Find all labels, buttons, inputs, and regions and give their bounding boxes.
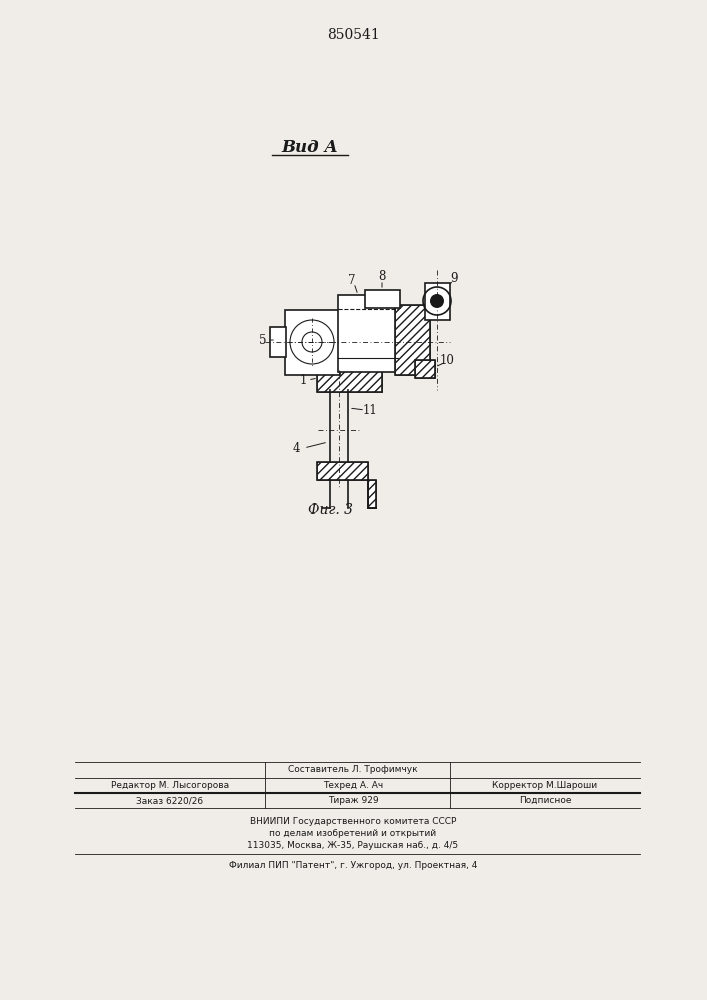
Bar	[270, 327, 286, 357]
Text: 9: 9	[450, 271, 457, 284]
Bar	[338, 295, 398, 372]
Text: Вид А: Вид А	[281, 139, 339, 156]
Text: Редактор М. Лысогорова: Редактор М. Лысогорова	[111, 781, 229, 790]
Bar	[317, 462, 368, 480]
Text: 5: 5	[259, 334, 267, 347]
Bar	[285, 310, 340, 375]
Text: ВНИИПИ Государственного комитета СССР: ВНИИПИ Государственного комитета СССР	[250, 816, 456, 826]
Text: Составитель Л. Трофимчук: Составитель Л. Трофимчук	[288, 766, 418, 774]
Text: Заказ 6220/26: Заказ 6220/26	[136, 796, 204, 805]
Text: по делам изобретений и открытий: по делам изобретений и открытий	[269, 828, 436, 838]
Text: Фиг. 3: Фиг. 3	[308, 503, 353, 517]
Text: Подписное: Подписное	[519, 796, 571, 805]
Bar	[317, 370, 382, 392]
Bar	[415, 360, 435, 378]
Bar	[395, 305, 430, 375]
Text: 11: 11	[363, 403, 378, 416]
Bar	[425, 283, 450, 320]
Text: Корректор М.Шароши: Корректор М.Шароши	[493, 781, 597, 790]
Bar	[317, 370, 382, 392]
Bar	[395, 305, 430, 375]
Bar	[368, 480, 376, 508]
Text: Тираж 929: Тираж 929	[327, 796, 378, 805]
Bar	[415, 360, 435, 378]
Bar	[368, 480, 376, 508]
Text: 1: 1	[299, 373, 307, 386]
Text: 8: 8	[378, 269, 386, 282]
Text: 10: 10	[440, 354, 455, 366]
Bar	[365, 290, 400, 308]
Circle shape	[430, 294, 444, 308]
Text: Филиал ПИП "Патент", г. Ужгород, ул. Проектная, 4: Филиал ПИП "Патент", г. Ужгород, ул. Про…	[229, 861, 477, 870]
Text: 113035, Москва, Ж-35, Раушская наб., д. 4/5: 113035, Москва, Ж-35, Раушская наб., д. …	[247, 840, 459, 850]
Text: 4: 4	[292, 442, 300, 454]
Text: 850541: 850541	[327, 28, 380, 42]
Bar	[317, 462, 368, 480]
Text: 7: 7	[349, 273, 356, 286]
Text: Техред А. Ач: Техред А. Ач	[323, 781, 383, 790]
